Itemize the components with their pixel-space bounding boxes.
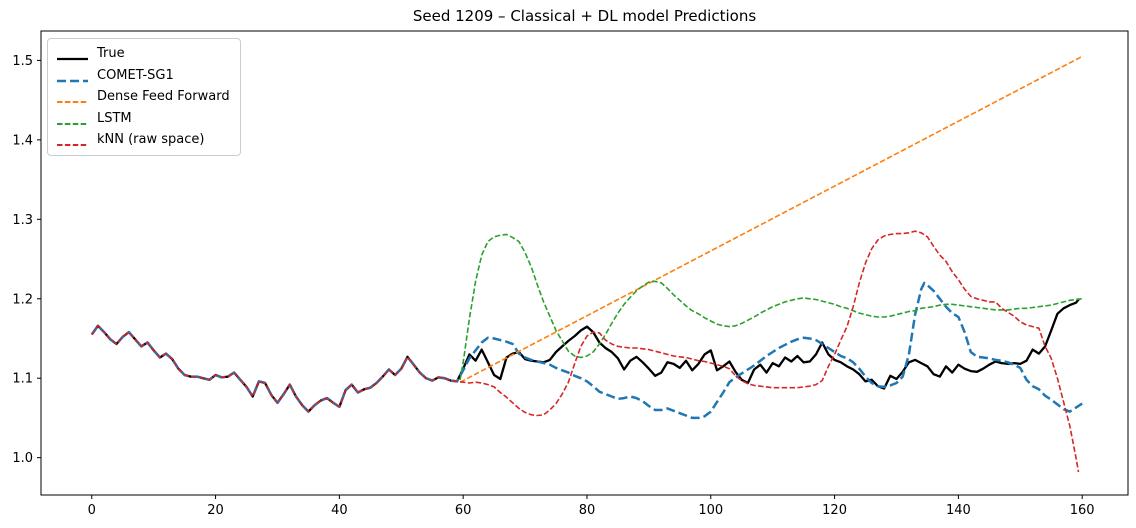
x-tick-label: 120 <box>822 503 847 518</box>
y-tick-label: 1.2 <box>12 292 33 307</box>
legend-entry-lstm: LSTM <box>57 111 230 127</box>
comet-sg1-line-sample-icon <box>57 71 88 82</box>
legend-label: COMET-SG1 <box>97 67 174 83</box>
legend: True COMET-SG1 Dense Feed Forward LSTM k… <box>47 38 241 156</box>
series-line-lstm <box>459 233 1083 380</box>
x-tick-label: 160 <box>1070 503 1095 518</box>
x-tick-label: 40 <box>331 503 348 518</box>
knn-raw-space-line-sample-icon <box>57 135 88 146</box>
series-line-knn-raw-space <box>91 230 1080 473</box>
legend-entry-knn-raw-space: kNN (raw space) <box>57 132 230 148</box>
x-tick-label: 100 <box>698 503 723 518</box>
series-line-true <box>90 298 1081 413</box>
legend-label: True <box>97 46 125 61</box>
dense-feed-forward-line-sample-icon <box>57 92 88 103</box>
x-tick-label: 80 <box>579 503 596 518</box>
x-tick-label: 140 <box>946 503 971 518</box>
y-tick-label: 1.3 <box>12 213 33 228</box>
chart-title: Seed 1209 – Classical + DL model Predict… <box>412 7 757 25</box>
y-tick-label: 1.0 <box>12 451 33 466</box>
x-tick-label: 60 <box>455 503 472 518</box>
legend-label: Dense Feed Forward <box>97 89 230 104</box>
y-tick-label: 1.5 <box>12 54 33 69</box>
x-tick-label: 0 <box>88 503 96 518</box>
y-tick-label: 1.4 <box>12 133 33 148</box>
legend-entry-comet-sg1: COMET-SG1 <box>57 68 230 84</box>
legend-label: LSTM <box>97 110 132 126</box>
series-line-dense-feed-forward <box>459 55 1083 383</box>
legend-entry-dense-feed-forward: Dense Feed Forward <box>57 89 230 105</box>
legend-label: kNN (raw space) <box>97 132 205 147</box>
y-tick-label: 1.1 <box>12 372 33 387</box>
x-tick-label: 20 <box>207 503 224 518</box>
true-line-sample-icon <box>57 49 88 61</box>
lstm-line-sample-icon <box>57 114 88 125</box>
axes-frame <box>40 30 1129 496</box>
legend-entry-true: True <box>57 46 230 62</box>
series-line-comet-sg1 <box>90 281 1083 420</box>
